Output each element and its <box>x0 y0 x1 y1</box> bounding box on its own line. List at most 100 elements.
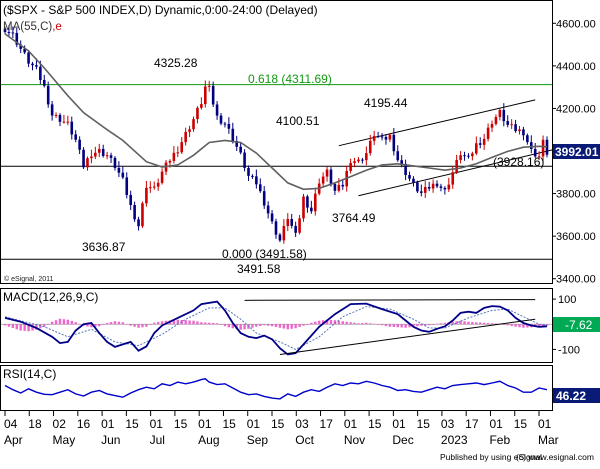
candle-body <box>204 86 207 105</box>
macd-panel-frame <box>0 288 553 363</box>
candle-body <box>302 196 305 219</box>
macd-histogram-bar <box>184 320 187 325</box>
macd-histogram-bar <box>196 321 199 325</box>
macd-histogram-bar <box>160 321 164 325</box>
candle-body <box>365 153 368 161</box>
candle-body <box>227 124 231 129</box>
price-tick-label: 3600.00 <box>556 231 596 243</box>
candle-body <box>294 225 297 233</box>
candle-body <box>529 142 533 149</box>
macd-histogram-bar <box>392 324 396 328</box>
candle-body <box>506 121 510 125</box>
annotation-low-3636: 3636.87 <box>82 240 126 254</box>
macd-histogram-bar <box>141 324 144 328</box>
macd-histogram-bar <box>15 324 18 330</box>
candle-body <box>443 187 447 190</box>
time-tick-month: Mar <box>538 433 559 447</box>
candle-body <box>490 123 494 128</box>
macd-histogram-bar <box>62 319 66 325</box>
candle-body <box>325 169 329 177</box>
macd-title: MACD(12,26,9,C) <box>3 290 98 304</box>
price-tick-label: 3400.00 <box>556 274 596 286</box>
candle-body <box>168 160 172 163</box>
macd-histogram-bar <box>231 324 234 329</box>
candle-body <box>482 138 486 145</box>
macd-histogram-bar <box>27 324 30 332</box>
candle-body <box>514 124 517 132</box>
candle-body <box>97 148 101 153</box>
macd-histogram-bar <box>475 322 478 325</box>
candle-body <box>196 107 199 120</box>
macd-histogram-bar <box>113 321 117 325</box>
candle-body <box>125 177 129 195</box>
macd-histogram-bar <box>310 322 313 325</box>
candle-body <box>211 85 215 105</box>
candle-body <box>423 186 427 193</box>
candle-body <box>19 44 23 49</box>
time-tick-month: 2023 <box>441 433 468 447</box>
macd-histogram-bar <box>420 324 423 326</box>
candle-body <box>349 162 352 171</box>
macd-histogram-bar <box>372 323 376 325</box>
time-tick-day: 01 <box>101 417 115 431</box>
price-series <box>3 25 549 244</box>
macd-histogram-bar <box>204 322 207 325</box>
time-tick-day: 15 <box>514 417 528 431</box>
candle-body <box>86 158 89 168</box>
annotation-feb-high: 4195.44 <box>364 96 408 110</box>
candle-body <box>361 159 364 161</box>
candle-body <box>380 136 384 138</box>
candle-body <box>90 156 93 159</box>
macd-histogram-bar <box>482 322 486 325</box>
macd-histogram-bar <box>439 323 443 325</box>
macd-histogram-bar <box>463 321 466 325</box>
candle-body <box>368 140 372 154</box>
macd-histogram-bar <box>514 324 517 327</box>
rsi-panel-frame <box>0 365 553 411</box>
time-tick-day: 15 <box>222 417 236 431</box>
candle-body <box>502 109 506 122</box>
candle-body <box>62 121 66 123</box>
macd-histogram-bar <box>270 324 274 327</box>
candle-body <box>412 178 415 183</box>
macd-histogram-bar <box>78 323 81 325</box>
candle-body <box>243 152 246 168</box>
price-tick-label: 3800.00 <box>556 189 596 201</box>
annotation-nov-high: 4100.51 <box>276 114 320 128</box>
rsi-last-value: 46.22 <box>556 389 586 403</box>
time-tick-day: 18 <box>28 417 42 431</box>
macd-histogram-bar <box>341 321 344 325</box>
time-tick-month: Feb <box>489 433 510 447</box>
candle-body <box>420 191 423 193</box>
candle-body <box>498 109 502 117</box>
candle-body <box>518 129 521 132</box>
macd-histogram-bar <box>188 320 191 325</box>
price-tick-label: 4200.00 <box>556 103 596 115</box>
time-tick-day: 01 <box>392 417 406 431</box>
candle-body <box>522 129 525 136</box>
macd-histogram-bar <box>86 324 89 327</box>
candle-body <box>27 52 30 64</box>
candle-body <box>109 155 113 158</box>
macd-signal-line <box>4 306 548 350</box>
ma-legend-suffix: ,e <box>52 21 62 33</box>
candle-body <box>156 182 160 187</box>
candle-body <box>35 65 38 67</box>
macd-histogram-bar <box>349 322 352 325</box>
time-tick-day: 15 <box>125 417 139 431</box>
fib-618-label: 0.618 (4311.69) <box>248 72 332 86</box>
candle-body <box>251 175 254 177</box>
macd-histogram-bar <box>396 324 399 328</box>
macd-histogram-bar <box>388 324 392 327</box>
time-tick-day: 15 <box>174 417 188 431</box>
candle-body <box>152 186 156 188</box>
candle-body <box>541 139 545 157</box>
macd-histogram-bar <box>412 324 415 327</box>
candle-body <box>396 151 400 161</box>
macd-histogram-bar <box>50 321 54 325</box>
candle-body <box>494 116 498 124</box>
macd-histogram-bar <box>306 324 309 325</box>
macd-histogram-bar <box>329 319 333 325</box>
macd-histogram-bar <box>353 322 356 325</box>
